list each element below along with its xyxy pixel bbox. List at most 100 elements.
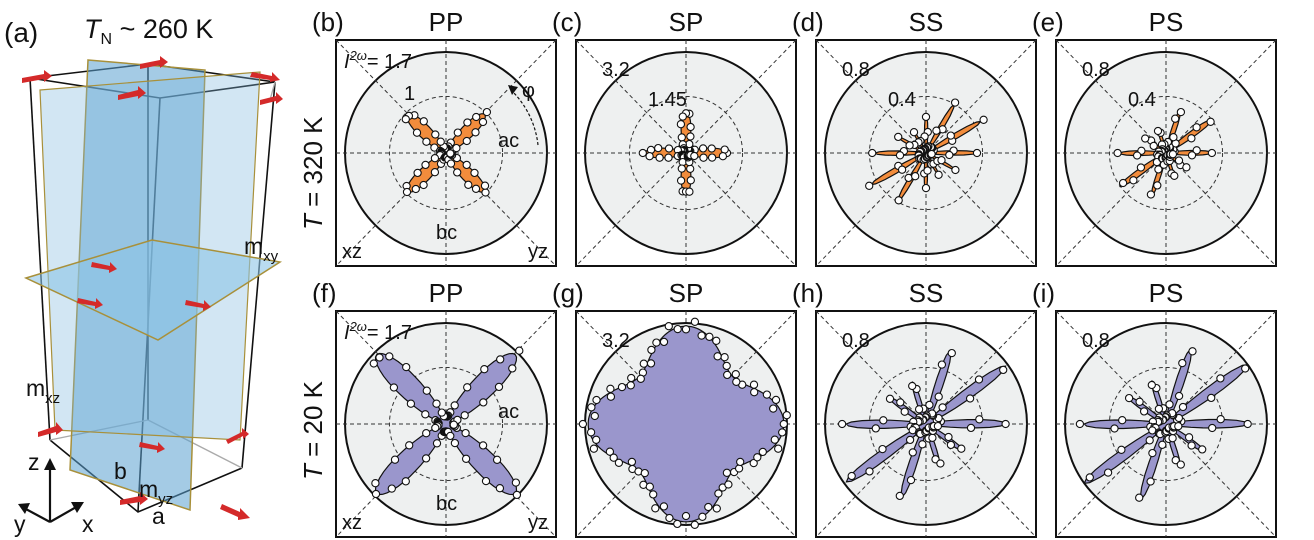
- data-point: [664, 153, 673, 162]
- data-point: [1001, 419, 1010, 429]
- data-point: [463, 118, 472, 127]
- data-point: [865, 467, 874, 476]
- label-axis-a: a: [152, 503, 165, 529]
- data-point: [732, 377, 741, 386]
- phi-arrow-arc: [511, 90, 539, 146]
- data-point: [1146, 477, 1155, 486]
- data-point: [646, 359, 656, 368]
- inner-circle: [388, 95, 504, 211]
- panel-a-schematic: (a) TN ~ 260 K: [4, 14, 283, 537]
- data-point: [705, 332, 714, 341]
- panel-title: PS: [1149, 7, 1184, 37]
- data-point: [677, 164, 686, 173]
- data-point: [894, 196, 903, 205]
- data-point: [713, 352, 722, 361]
- data-point: [479, 398, 488, 407]
- data-point: [430, 154, 440, 163]
- data-point: [664, 322, 673, 331]
- data-point: [432, 399, 441, 408]
- data-point: [734, 464, 744, 473]
- panel-title: SS: [909, 278, 944, 308]
- data-point: [371, 489, 381, 499]
- inner-circle: [1108, 95, 1224, 211]
- data-point: [945, 150, 954, 160]
- data-point: [979, 115, 988, 124]
- data-point: [704, 502, 713, 512]
- data-point: [659, 502, 669, 511]
- data-point: [847, 471, 856, 481]
- data-point: [626, 381, 635, 390]
- data-point: [686, 176, 695, 185]
- data-point: [900, 407, 909, 416]
- data-point: [774, 444, 783, 453]
- data-point: [678, 112, 687, 121]
- data-point: [897, 165, 907, 174]
- data-point: [464, 180, 473, 189]
- data-point: [419, 180, 428, 190]
- data-point: [927, 149, 936, 159]
- data-point: [911, 172, 920, 181]
- data-point: [1075, 419, 1085, 429]
- data-point: [1208, 423, 1217, 433]
- data-point: [1147, 380, 1156, 390]
- data-point: [651, 504, 660, 513]
- data-point: [369, 359, 378, 368]
- data-point: [1153, 126, 1163, 136]
- label-m-yz: myz: [139, 476, 173, 508]
- plane-label-xz: xz: [342, 512, 362, 534]
- data-point: [731, 370, 740, 379]
- data-point: [1178, 358, 1187, 368]
- data-point: [1146, 190, 1156, 199]
- data-point: [885, 394, 895, 403]
- data-point: [999, 365, 1008, 375]
- data-point: [401, 115, 410, 124]
- panel-a-tag: (a): [4, 17, 38, 48]
- label-axis-z: z: [28, 449, 40, 475]
- data-point: [430, 168, 440, 177]
- data-point: [714, 489, 723, 498]
- data-point: [904, 173, 913, 183]
- data-point: [411, 184, 420, 194]
- data-point: [905, 435, 915, 445]
- data-point: [778, 428, 787, 437]
- data-point: [587, 403, 596, 412]
- data-point: [452, 143, 461, 153]
- data-point: [470, 168, 479, 178]
- data-point: [685, 187, 694, 196]
- polar-panels: (b) PP I2ω= 1.7 1 ac bc xz yz φ (c) SP 3.2 1.45 (d) SS…: [312, 7, 1277, 538]
- panel-title: SS: [909, 7, 944, 37]
- data-point: [1139, 407, 1149, 416]
- outer-scale-label: 3.2: [602, 59, 630, 81]
- polar-panel-d: (d) SS 0.8 0.4: [792, 7, 1037, 267]
- outer-scale-label: 0.8: [842, 330, 870, 352]
- data-point: [605, 447, 615, 456]
- data-point: [652, 338, 661, 347]
- data-point: [878, 444, 887, 454]
- polar-panel-g: (g) SP 3.2: [552, 278, 797, 538]
- panel-title: PP: [429, 7, 464, 37]
- data-point: [375, 353, 384, 362]
- data-point: [1110, 424, 1119, 433]
- label-m-xz: mxz: [26, 375, 60, 407]
- data-point: [762, 390, 772, 399]
- panel-title: SP: [669, 7, 704, 37]
- data-point: [627, 373, 636, 383]
- data-point: [736, 457, 745, 467]
- data-point: [453, 168, 462, 177]
- data-point: [511, 478, 521, 487]
- data-point: [712, 336, 721, 345]
- data-point: [686, 122, 695, 132]
- data-point: [480, 181, 490, 190]
- data-point: [496, 355, 505, 364]
- data-point: [412, 128, 422, 137]
- data-point: [405, 441, 414, 450]
- data-point: [1117, 445, 1126, 454]
- data-point: [1188, 347, 1197, 356]
- data-point: [654, 143, 663, 153]
- data-point: [865, 181, 874, 190]
- data-point: [645, 152, 654, 161]
- data-point: [463, 383, 472, 392]
- panel-tag: (f): [312, 278, 337, 308]
- data-point: [895, 151, 905, 160]
- data-point: [590, 411, 599, 421]
